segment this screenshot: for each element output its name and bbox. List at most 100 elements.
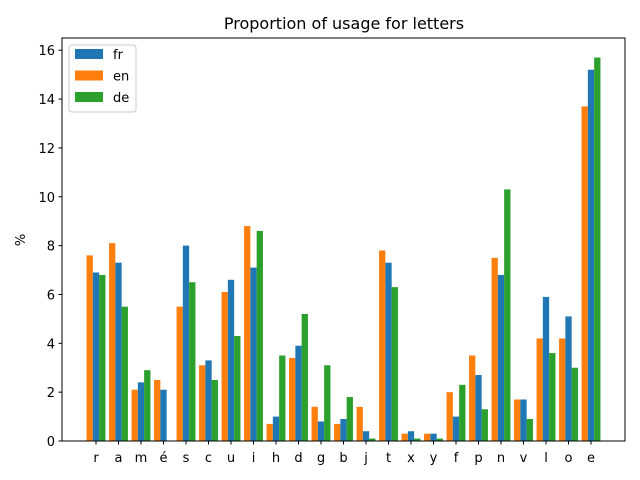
bar-en-20	[536, 338, 543, 441]
bar-fr-4	[182, 245, 190, 441]
bar-fr-22	[587, 69, 595, 441]
bar-de-16	[459, 384, 466, 441]
y-tick-label: 10	[38, 191, 55, 206]
legend-label-en: en	[113, 70, 129, 85]
bar-fr-20	[542, 296, 550, 441]
bar-en-17	[469, 355, 476, 441]
bar-en-19	[514, 399, 521, 441]
bar-en-10	[311, 406, 318, 441]
y-tick-label: 8	[47, 240, 55, 255]
x-tick-label: r	[93, 451, 99, 466]
bar-de-7	[256, 230, 263, 441]
bar-fr-3	[160, 389, 167, 441]
bar-en-21	[559, 338, 566, 441]
bar-fr-5	[205, 360, 212, 441]
legend-swatch-fr	[75, 49, 103, 59]
legend-label-fr: fr	[113, 48, 124, 63]
bar-fr-10	[317, 421, 325, 441]
bar-en-6	[221, 292, 228, 441]
bar-de-18	[504, 189, 511, 441]
bar-de-13	[391, 287, 398, 441]
legend-label-de: de	[113, 91, 129, 106]
bar-de-6	[234, 335, 241, 441]
bar-de-10	[324, 365, 331, 441]
x-tick-label: f	[454, 451, 459, 466]
bar-en-1	[109, 243, 116, 441]
bar-en-22	[581, 106, 588, 441]
bar-de-14	[414, 438, 421, 441]
bar-en-4	[176, 306, 183, 441]
bar-de-1	[121, 306, 128, 441]
bar-de-20	[549, 353, 556, 441]
y-tick-label: 14	[38, 93, 55, 108]
y-tick-label: 12	[38, 142, 55, 157]
legend: fr en de	[68, 44, 137, 113]
bar-fr-12	[362, 431, 370, 441]
x-tick-label: h	[272, 451, 280, 466]
y-tick-label: 0	[47, 435, 55, 450]
x-tick-label: n	[497, 451, 505, 466]
bar-de-17	[481, 409, 488, 441]
y-tick-label: 4	[47, 337, 55, 352]
bar-fr-2	[137, 382, 145, 441]
bar-en-2	[131, 389, 138, 441]
bar-fr-1	[115, 262, 122, 441]
legend-swatch-de	[75, 92, 103, 102]
x-tick-label: s	[183, 451, 190, 466]
bar-fr-19	[520, 399, 527, 441]
bar-de-2	[144, 370, 151, 441]
bar-fr-7	[250, 267, 257, 441]
bar-en-8	[266, 423, 273, 441]
x-tick-label: v	[520, 451, 528, 466]
y-tick-label: 2	[47, 386, 55, 401]
bar-de-4	[189, 282, 196, 441]
x-tick-label: l	[544, 451, 548, 466]
x-tick-label: m	[135, 451, 148, 466]
bar-en-14	[401, 433, 408, 441]
bar-de-12	[369, 438, 376, 441]
x-tick-label: y	[430, 451, 438, 466]
x-tick-label: i	[252, 451, 256, 466]
bar-de-0	[99, 274, 106, 441]
bar-fr-8	[272, 416, 280, 441]
x-tick-label: x	[407, 451, 415, 466]
bar-fr-14	[407, 431, 415, 441]
legend-swatch-en	[75, 70, 103, 81]
bar-fr-18	[497, 274, 505, 441]
x-tick-label: t	[386, 451, 391, 466]
bar-en-12	[356, 406, 363, 441]
bar-de-8	[279, 355, 286, 441]
bar-fr-9	[295, 345, 302, 441]
bar-en-5	[199, 365, 206, 441]
bar-fr-13	[385, 262, 392, 441]
x-tick-label: b	[339, 451, 347, 466]
x-tick-label: p	[474, 451, 482, 466]
bar-en-11	[334, 423, 341, 441]
bar-fr-11	[340, 419, 347, 441]
bar-de-21	[571, 367, 578, 441]
bar-en-18	[491, 257, 498, 441]
bar-en-7	[244, 226, 251, 441]
bar-de-19	[526, 419, 533, 441]
x-tick-label: é	[160, 451, 168, 466]
bar-en-0	[86, 255, 93, 441]
bar-en-16	[446, 392, 453, 441]
x-tick-label: o	[565, 451, 573, 466]
bar-de-15	[436, 438, 443, 441]
bar-en-13	[379, 250, 386, 441]
y-axis-title: %	[14, 234, 29, 246]
y-axis: 0 2 4 6 8 10 12 14 16	[38, 44, 62, 450]
bar-de-5	[211, 379, 218, 441]
y-tick-label: 6	[47, 288, 55, 303]
bar-en-15	[424, 433, 431, 441]
y-tick-label: 16	[38, 44, 55, 59]
x-tick-label: j	[363, 451, 368, 466]
bar-fr-15	[430, 433, 437, 441]
x-tick-label: e	[587, 451, 595, 466]
bar-de-9	[301, 313, 308, 441]
x-tick-label: d	[294, 451, 302, 466]
x-tick-label: a	[115, 451, 123, 466]
bar-fr-6	[227, 279, 235, 441]
